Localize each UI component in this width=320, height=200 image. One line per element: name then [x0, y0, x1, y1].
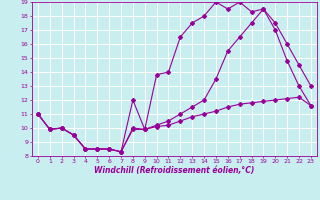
X-axis label: Windchill (Refroidissement éolien,°C): Windchill (Refroidissement éolien,°C) [94, 166, 255, 175]
